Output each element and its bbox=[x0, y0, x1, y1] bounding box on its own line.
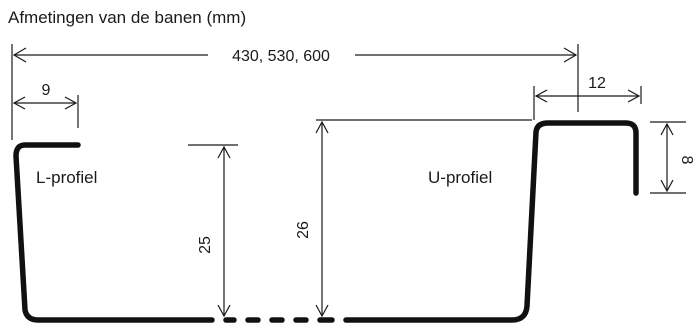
u-profile-label: U-profiel bbox=[428, 168, 492, 187]
profile-outline bbox=[13, 120, 639, 323]
arrow-up-icon bbox=[660, 122, 674, 136]
diagram-title: Afmetingen van de banen (mm) bbox=[8, 8, 246, 27]
arrow-left-icon bbox=[12, 96, 26, 110]
arrow-down-icon bbox=[217, 304, 231, 318]
u-top-label: 12 bbox=[588, 75, 606, 92]
l-height-label: 25 bbox=[197, 236, 214, 254]
arrow-left-icon bbox=[534, 89, 548, 103]
u-height-label: 26 bbox=[295, 221, 312, 239]
arrow-up-icon bbox=[315, 120, 329, 134]
l-flange-dimension: 9 bbox=[12, 82, 79, 128]
u-profile-shape bbox=[343, 120, 639, 323]
u-top-dimension: 12 bbox=[533, 75, 642, 120]
arrow-right-icon bbox=[563, 47, 578, 63]
arrow-down-icon bbox=[660, 179, 674, 193]
total-width-dimension: 430, 530, 600 bbox=[11, 44, 579, 140]
l-profile-label: L-profiel bbox=[36, 168, 97, 187]
arrow-down-icon bbox=[315, 304, 329, 318]
u-height-dimension: 26 bbox=[295, 119, 532, 318]
u-lip-label: 8 bbox=[678, 156, 695, 165]
arrow-up-icon bbox=[217, 145, 231, 159]
l-height-dimension: 25 bbox=[188, 144, 238, 318]
arrow-right-icon bbox=[627, 89, 641, 103]
arrow-right-icon bbox=[64, 96, 78, 110]
total-width-label: 430, 530, 600 bbox=[232, 48, 330, 65]
l-flange-label: 9 bbox=[42, 82, 51, 99]
arrow-left-icon bbox=[12, 47, 27, 63]
u-lip-dimension: 8 bbox=[650, 121, 695, 194]
l-profile-shape bbox=[13, 142, 215, 323]
